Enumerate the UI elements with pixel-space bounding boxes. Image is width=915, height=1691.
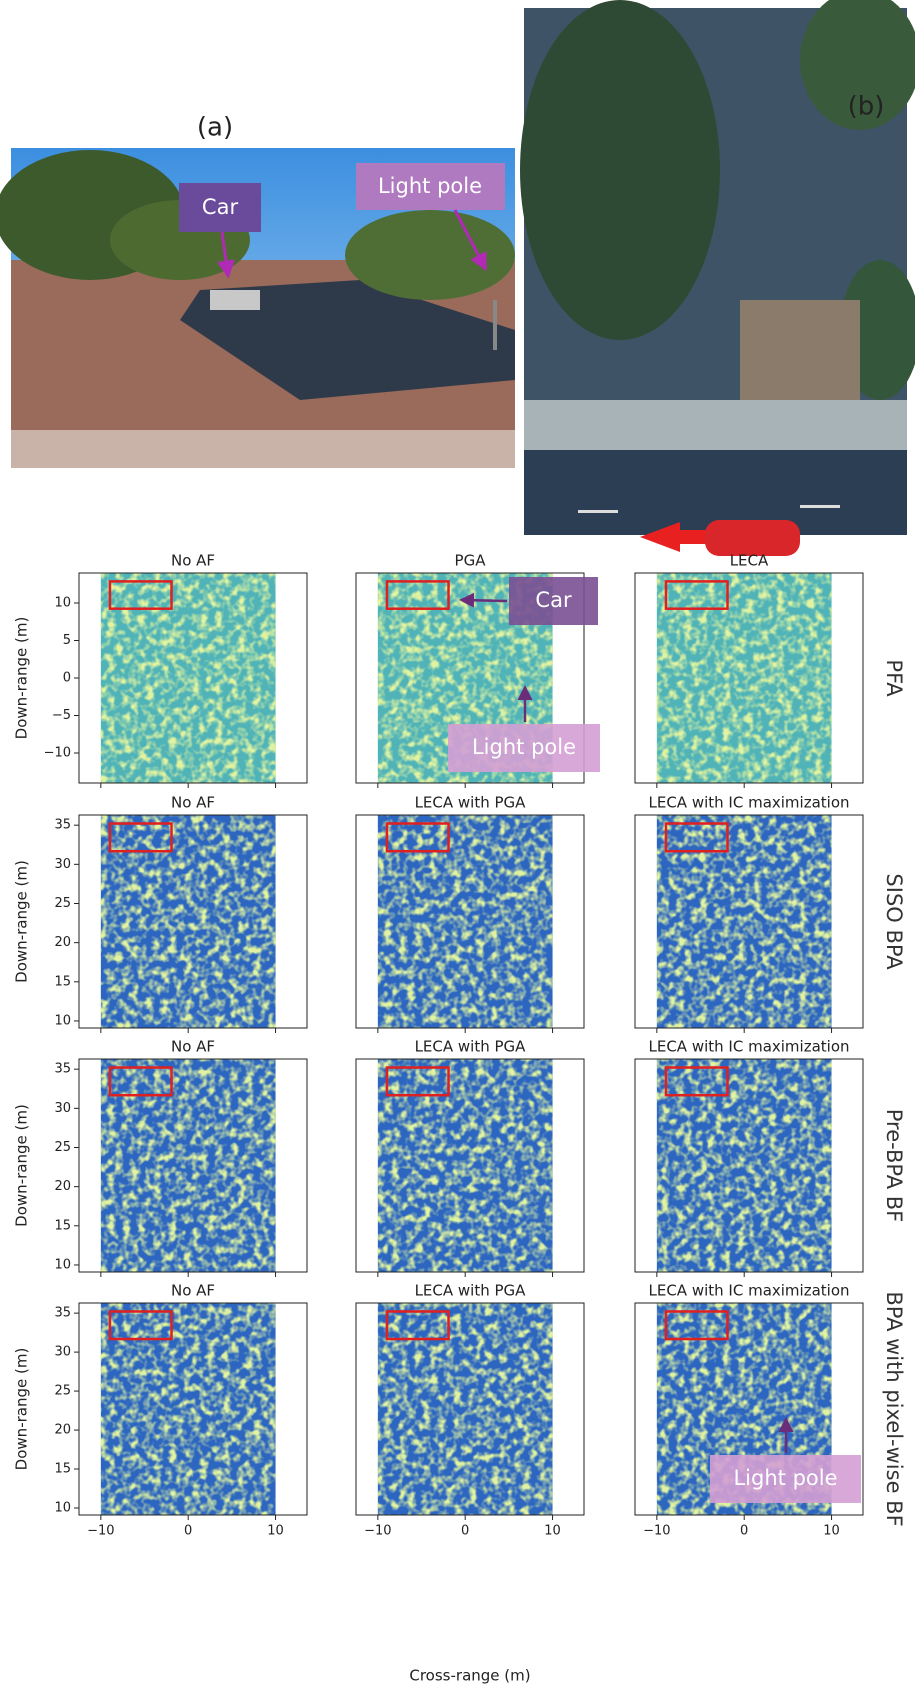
annotation: Light pole [733, 1466, 837, 1490]
y-tick-label: 10 [54, 1500, 71, 1515]
heatmap-texture [657, 815, 832, 1028]
y-tick-label: 20 [54, 1179, 71, 1194]
row-label: SISO BPA [882, 873, 906, 970]
arrow [462, 600, 507, 601]
annotation: Car [202, 195, 239, 219]
y-axis-label: Down-range (m) [13, 1348, 31, 1471]
panel-title: No AF [171, 1038, 215, 1056]
heatmap-texture [657, 573, 832, 783]
photo-b [520, 0, 915, 556]
x-tick-label: 10 [823, 1524, 840, 1539]
y-tick-label: 35 [54, 1062, 71, 1077]
panel-title: LECA with PGA [415, 1038, 527, 1056]
y-tick-label: −10 [44, 746, 71, 761]
y-tick-label: 30 [54, 1101, 71, 1116]
panel-title: LECA [730, 552, 769, 570]
y-tick-label: 25 [54, 896, 71, 911]
x-tick-label: 0 [740, 1524, 748, 1539]
panel-label: (b) [848, 92, 885, 122]
y-tick-label: 35 [54, 1306, 71, 1321]
y-axis-label: Down-range (m) [13, 617, 31, 740]
y-tick-label: 30 [54, 857, 71, 872]
figure: (a) Car Light pole (b) PFA Down-range (m)… [0, 0, 915, 1691]
annotation: Car [535, 588, 572, 612]
x-tick-label: 0 [461, 1524, 469, 1539]
heatmap-texture [657, 1059, 832, 1272]
y-tick-label: 20 [54, 1423, 71, 1438]
panel-title: No AF [171, 552, 215, 570]
y-tick-label: 35 [54, 818, 71, 833]
y-tick-label: 15 [54, 1218, 71, 1233]
x-tick-label: 10 [267, 1524, 284, 1539]
annotation: Light pole [378, 174, 482, 198]
y-tick-label: 10 [54, 1257, 71, 1272]
heatmap-texture [101, 1059, 276, 1272]
annotation: Light pole [472, 735, 576, 759]
heatmap-texture [101, 815, 276, 1028]
panel-title: LECA with IC maximization [648, 1038, 849, 1056]
y-tick-label: 10 [54, 596, 71, 611]
y-tick-label: 25 [54, 1140, 71, 1155]
panel-label: (a) [197, 113, 233, 143]
heatmap-texture [101, 1303, 276, 1515]
y-tick-label: 5 [63, 633, 71, 648]
row-label: PFA [882, 659, 906, 697]
heatmap-texture [378, 1303, 553, 1515]
panel-title: No AF [171, 794, 215, 812]
panel-title: PGA [455, 552, 487, 570]
y-tick-label: 30 [54, 1345, 71, 1360]
heatmap-texture [378, 1059, 553, 1272]
heatmap-texture [101, 573, 276, 783]
heatmap-texture [378, 815, 553, 1028]
panel-title: LECA with IC maximization [648, 1282, 849, 1300]
x-tick-label: −10 [87, 1524, 114, 1539]
y-axis-label: Down-range (m) [13, 860, 31, 983]
row-label: BPA with pixel-wise BF [882, 1291, 906, 1526]
panel-title: LECA with IC maximization [648, 794, 849, 812]
y-tick-label: 20 [54, 935, 71, 950]
panel-title: No AF [171, 1282, 215, 1300]
y-tick-label: 10 [54, 1013, 71, 1028]
y-tick-label: −5 [52, 708, 71, 723]
x-tick-label: 0 [184, 1524, 192, 1539]
x-axis-label: Cross-range (m) [409, 1667, 530, 1685]
x-tick-label: 10 [544, 1524, 561, 1539]
y-tick-label: 25 [54, 1384, 71, 1399]
y-tick-label: 15 [54, 1462, 71, 1477]
y-tick-label: 15 [54, 974, 71, 989]
x-tick-label: −10 [643, 1524, 670, 1539]
y-axis-label: Down-range (m) [13, 1104, 31, 1227]
panel-title: LECA with PGA [415, 1282, 527, 1300]
row-label: Pre-BPA BF [882, 1109, 906, 1222]
panel-title: LECA with PGA [415, 794, 527, 812]
x-tick-label: −10 [364, 1524, 391, 1539]
y-tick-label: 0 [63, 671, 71, 686]
